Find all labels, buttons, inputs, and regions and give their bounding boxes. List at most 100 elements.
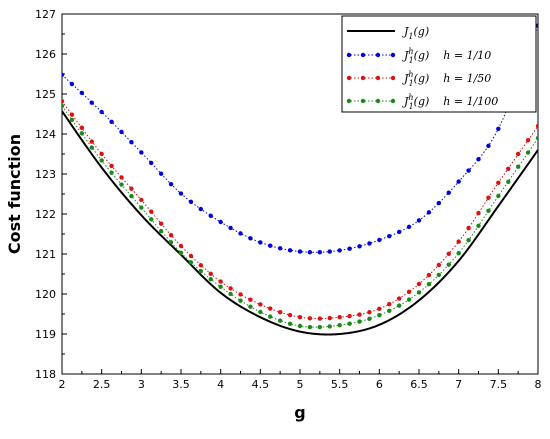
legend-label: Jh 1(g) h = 1/10 — [402, 47, 491, 65]
series-point — [466, 225, 471, 231]
series-point — [377, 237, 382, 243]
legend-entry: Jh 1(g) h = 1/50 — [346, 70, 491, 88]
series-point — [466, 168, 471, 173]
legend-marker — [360, 98, 366, 104]
series-point — [535, 123, 538, 129]
series-point — [357, 319, 362, 324]
series-point — [387, 234, 392, 239]
series-point — [396, 229, 402, 235]
series-point — [248, 304, 253, 309]
series-point — [89, 145, 94, 150]
series-point — [268, 306, 273, 311]
series-point — [317, 324, 323, 330]
series-point — [188, 199, 194, 204]
series-point — [99, 151, 104, 157]
y-tick-label: 118 — [35, 368, 56, 381]
series-point — [149, 217, 154, 222]
series-point — [129, 186, 134, 191]
series-point — [357, 312, 362, 317]
series-point — [337, 248, 342, 253]
legend-marker — [346, 52, 352, 58]
series-point — [416, 290, 422, 295]
x-tick-label: 7 — [455, 378, 462, 391]
series-point — [139, 197, 144, 203]
series-point — [476, 210, 481, 216]
x-tick-label: 4 — [217, 378, 224, 391]
series-point — [158, 171, 164, 176]
legend-marker — [360, 75, 366, 81]
legend-marker — [360, 52, 366, 58]
y-tick-label: 121 — [35, 248, 56, 261]
series-point — [337, 315, 342, 320]
series-point — [367, 316, 372, 322]
series-point — [446, 190, 451, 195]
x-tick-label: 6.5 — [410, 378, 428, 391]
series-point — [218, 219, 223, 225]
y-axis-title: Cost function — [5, 134, 24, 254]
series-point — [139, 150, 144, 155]
series-point — [168, 240, 174, 245]
series-point — [168, 233, 174, 238]
series-point — [426, 281, 432, 287]
series-point — [218, 279, 223, 284]
approx-cost-curve-h50 — [62, 99, 538, 321]
series-point — [317, 250, 323, 255]
series-point — [535, 135, 538, 141]
x-tick-label: 2 — [59, 378, 66, 391]
series-point — [178, 191, 184, 196]
x-axis-title: g — [294, 403, 305, 422]
series-point — [188, 253, 194, 259]
y-tick-label: 120 — [35, 288, 56, 301]
series-point — [99, 158, 104, 163]
series-point — [109, 170, 114, 175]
series-point — [525, 137, 531, 143]
series-point — [277, 310, 283, 315]
series-point — [387, 308, 392, 313]
series-point — [307, 316, 313, 321]
series-point — [248, 297, 253, 302]
x-tick-label: 3.5 — [172, 378, 190, 391]
series-point — [109, 119, 114, 125]
series-point — [525, 150, 531, 155]
series-point — [258, 302, 263, 307]
series-point — [496, 193, 501, 199]
series-point — [178, 243, 184, 249]
series-point — [62, 99, 65, 104]
legend-label: J1(g) — [402, 25, 429, 41]
series-point — [476, 157, 481, 162]
series-point — [446, 251, 451, 256]
series-point — [277, 246, 283, 251]
series-point — [228, 291, 233, 297]
legend-marker — [346, 75, 352, 81]
approx-cost-curve-h100 — [62, 103, 538, 330]
series-point — [506, 179, 511, 185]
series-point — [287, 321, 293, 326]
series-point — [396, 296, 402, 301]
series-point — [178, 250, 184, 255]
exact-cost-curve — [62, 110, 538, 336]
series-point — [168, 181, 174, 187]
series-point — [367, 241, 372, 246]
series-point — [456, 179, 461, 184]
series-point — [119, 182, 124, 187]
series-point — [158, 221, 164, 226]
x-tick-label: 7.5 — [490, 378, 508, 391]
series-point — [208, 271, 213, 277]
series-point — [79, 125, 85, 130]
series-line — [62, 110, 538, 336]
series-point — [238, 292, 243, 297]
legend-label: Jh 1(g) h = 1/100 — [402, 93, 498, 111]
series-point — [149, 209, 154, 214]
series-point — [347, 313, 352, 319]
series-line — [62, 100, 538, 320]
series-point — [258, 240, 263, 245]
series-point — [307, 250, 313, 255]
series-point — [208, 213, 213, 218]
series-point — [367, 310, 372, 315]
series-point — [486, 195, 491, 200]
series-point — [89, 100, 94, 105]
series-point — [426, 272, 432, 278]
series-point — [406, 224, 412, 230]
series-point — [198, 268, 204, 274]
